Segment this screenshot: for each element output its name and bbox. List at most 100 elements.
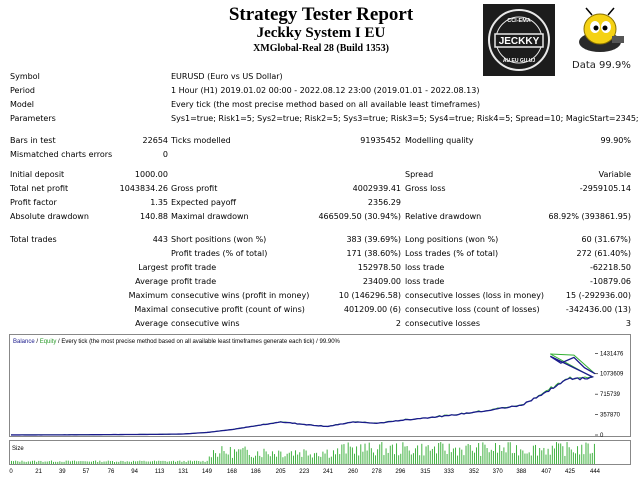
size-bar — [551, 445, 553, 464]
size-bar — [276, 456, 278, 464]
absdd-value: 140.88 — [140, 212, 168, 221]
size-bar — [112, 461, 113, 464]
size-bar — [459, 447, 461, 464]
maximum-label: Maximum — [128, 291, 168, 300]
size-bar — [545, 454, 547, 464]
size-bar — [526, 453, 528, 464]
size-bar — [93, 460, 94, 464]
size-bar — [343, 444, 345, 464]
size-bar — [322, 451, 324, 464]
size-bar — [362, 451, 364, 464]
size-bar — [495, 443, 496, 464]
size-bar — [524, 453, 526, 464]
x-tick-label: 223 — [299, 469, 310, 475]
size-bar — [42, 461, 44, 464]
size-bar — [412, 453, 414, 464]
size-bar — [280, 451, 282, 464]
size-bar — [253, 457, 254, 464]
long-label: Long positions (won %) — [405, 235, 499, 244]
size-bar — [423, 455, 425, 464]
size-bar — [242, 447, 244, 464]
logo-main-text: JECKKY — [499, 36, 540, 47]
size-bar — [305, 450, 307, 464]
size-bar — [528, 452, 530, 464]
largest-loss-value: -62218.50 — [589, 263, 631, 272]
size-bar — [76, 461, 78, 464]
size-bar — [181, 461, 183, 464]
deposit-value: 1000.00 — [134, 170, 168, 179]
size-bar — [324, 453, 326, 464]
size-bar — [19, 461, 21, 464]
size-bar — [507, 442, 509, 464]
size-bar — [295, 450, 297, 464]
x-tick-label: 113 — [155, 469, 165, 475]
x-tick-label: 21 — [35, 469, 42, 475]
size-bar — [99, 460, 101, 464]
size-bar — [564, 455, 566, 464]
x-tick-label: 0 — [9, 469, 13, 475]
size-bar — [223, 451, 225, 464]
size-bar — [152, 461, 153, 464]
jeckky-logo: JECKKY CCI-EMA AU EU GU UJ — [483, 4, 555, 76]
size-bar — [471, 450, 473, 464]
size-bar — [499, 445, 501, 464]
size-bar — [63, 461, 65, 464]
max-cons-profit-value: 401209.00 (6) — [343, 305, 401, 314]
size-bar — [375, 455, 376, 464]
bug-mascot-icon — [572, 6, 626, 56]
size-bar — [32, 460, 33, 464]
size-bar — [505, 452, 507, 464]
size-bar — [467, 443, 469, 464]
y-tick-label: 1431476 — [600, 351, 624, 357]
size-bar — [200, 461, 202, 464]
size-bar — [452, 448, 454, 464]
size-bar — [234, 449, 235, 464]
spread-label: Spread — [405, 170, 434, 179]
size-bar — [530, 455, 532, 464]
max-cons-losses-value: 15 (-292936.00) — [565, 291, 631, 300]
legend-rest: / Every tick (the most precise method ba… — [56, 339, 340, 345]
size-bar — [130, 461, 132, 464]
grossloss-value: -2959105.14 — [579, 184, 631, 193]
size-bar — [135, 461, 137, 464]
size-bar — [194, 460, 195, 464]
size-bar — [581, 444, 583, 464]
model-value: Every tick (the most precise method base… — [171, 100, 481, 109]
size-bar — [65, 460, 67, 464]
size-bar — [351, 447, 353, 464]
size-bar — [50, 460, 52, 464]
size-bar — [160, 460, 162, 464]
bars-label: Bars in test — [10, 136, 56, 145]
period-label: Period — [10, 86, 35, 95]
avg-loss-label: loss trade — [405, 277, 445, 286]
grossprofit-value: 4002939.41 — [352, 184, 401, 193]
size-bar — [297, 454, 299, 464]
size-bar — [141, 460, 143, 464]
size-bar — [29, 461, 31, 464]
period-value: 1 Hour (H1) 2019.01.02 00:00 - 2022.08.1… — [171, 86, 480, 95]
x-tick-label: 315 — [420, 469, 431, 475]
avg-cons-wins-label: consecutive wins — [171, 319, 240, 328]
size-bar — [476, 447, 477, 464]
size-bar — [40, 460, 42, 464]
bars-row: Bars in test 22654 Ticks modelled 919354… — [0, 134, 640, 148]
average-row: Average profit trade 23409.00 loss trade… — [0, 275, 640, 289]
pf-value: 1.35 — [150, 198, 168, 207]
size-bar — [347, 442, 349, 464]
size-bar — [34, 460, 36, 464]
size-bar — [383, 455, 385, 464]
mismatch-row: Mismatched charts errors 0 — [0, 148, 640, 162]
size-bar — [372, 452, 374, 464]
size-bar — [314, 453, 315, 464]
parameters-row: Parameters Sys1=true; Risk1=5; Sys2=true… — [0, 112, 640, 126]
size-bar — [179, 460, 181, 464]
size-bar — [558, 443, 560, 464]
size-bar — [448, 443, 450, 464]
maximal-label: Maximal — [134, 305, 168, 314]
size-bar — [27, 461, 29, 464]
symbol-label: Symbol — [10, 72, 40, 81]
y-tick-label: 715739 — [600, 392, 621, 398]
drawdown-row: Absolute drawdown 140.88 Maximal drawdow… — [0, 210, 640, 224]
build-info: XMGlobal-Real 28 (Build 1353) — [253, 43, 389, 54]
trades-value: 443 — [152, 235, 168, 244]
